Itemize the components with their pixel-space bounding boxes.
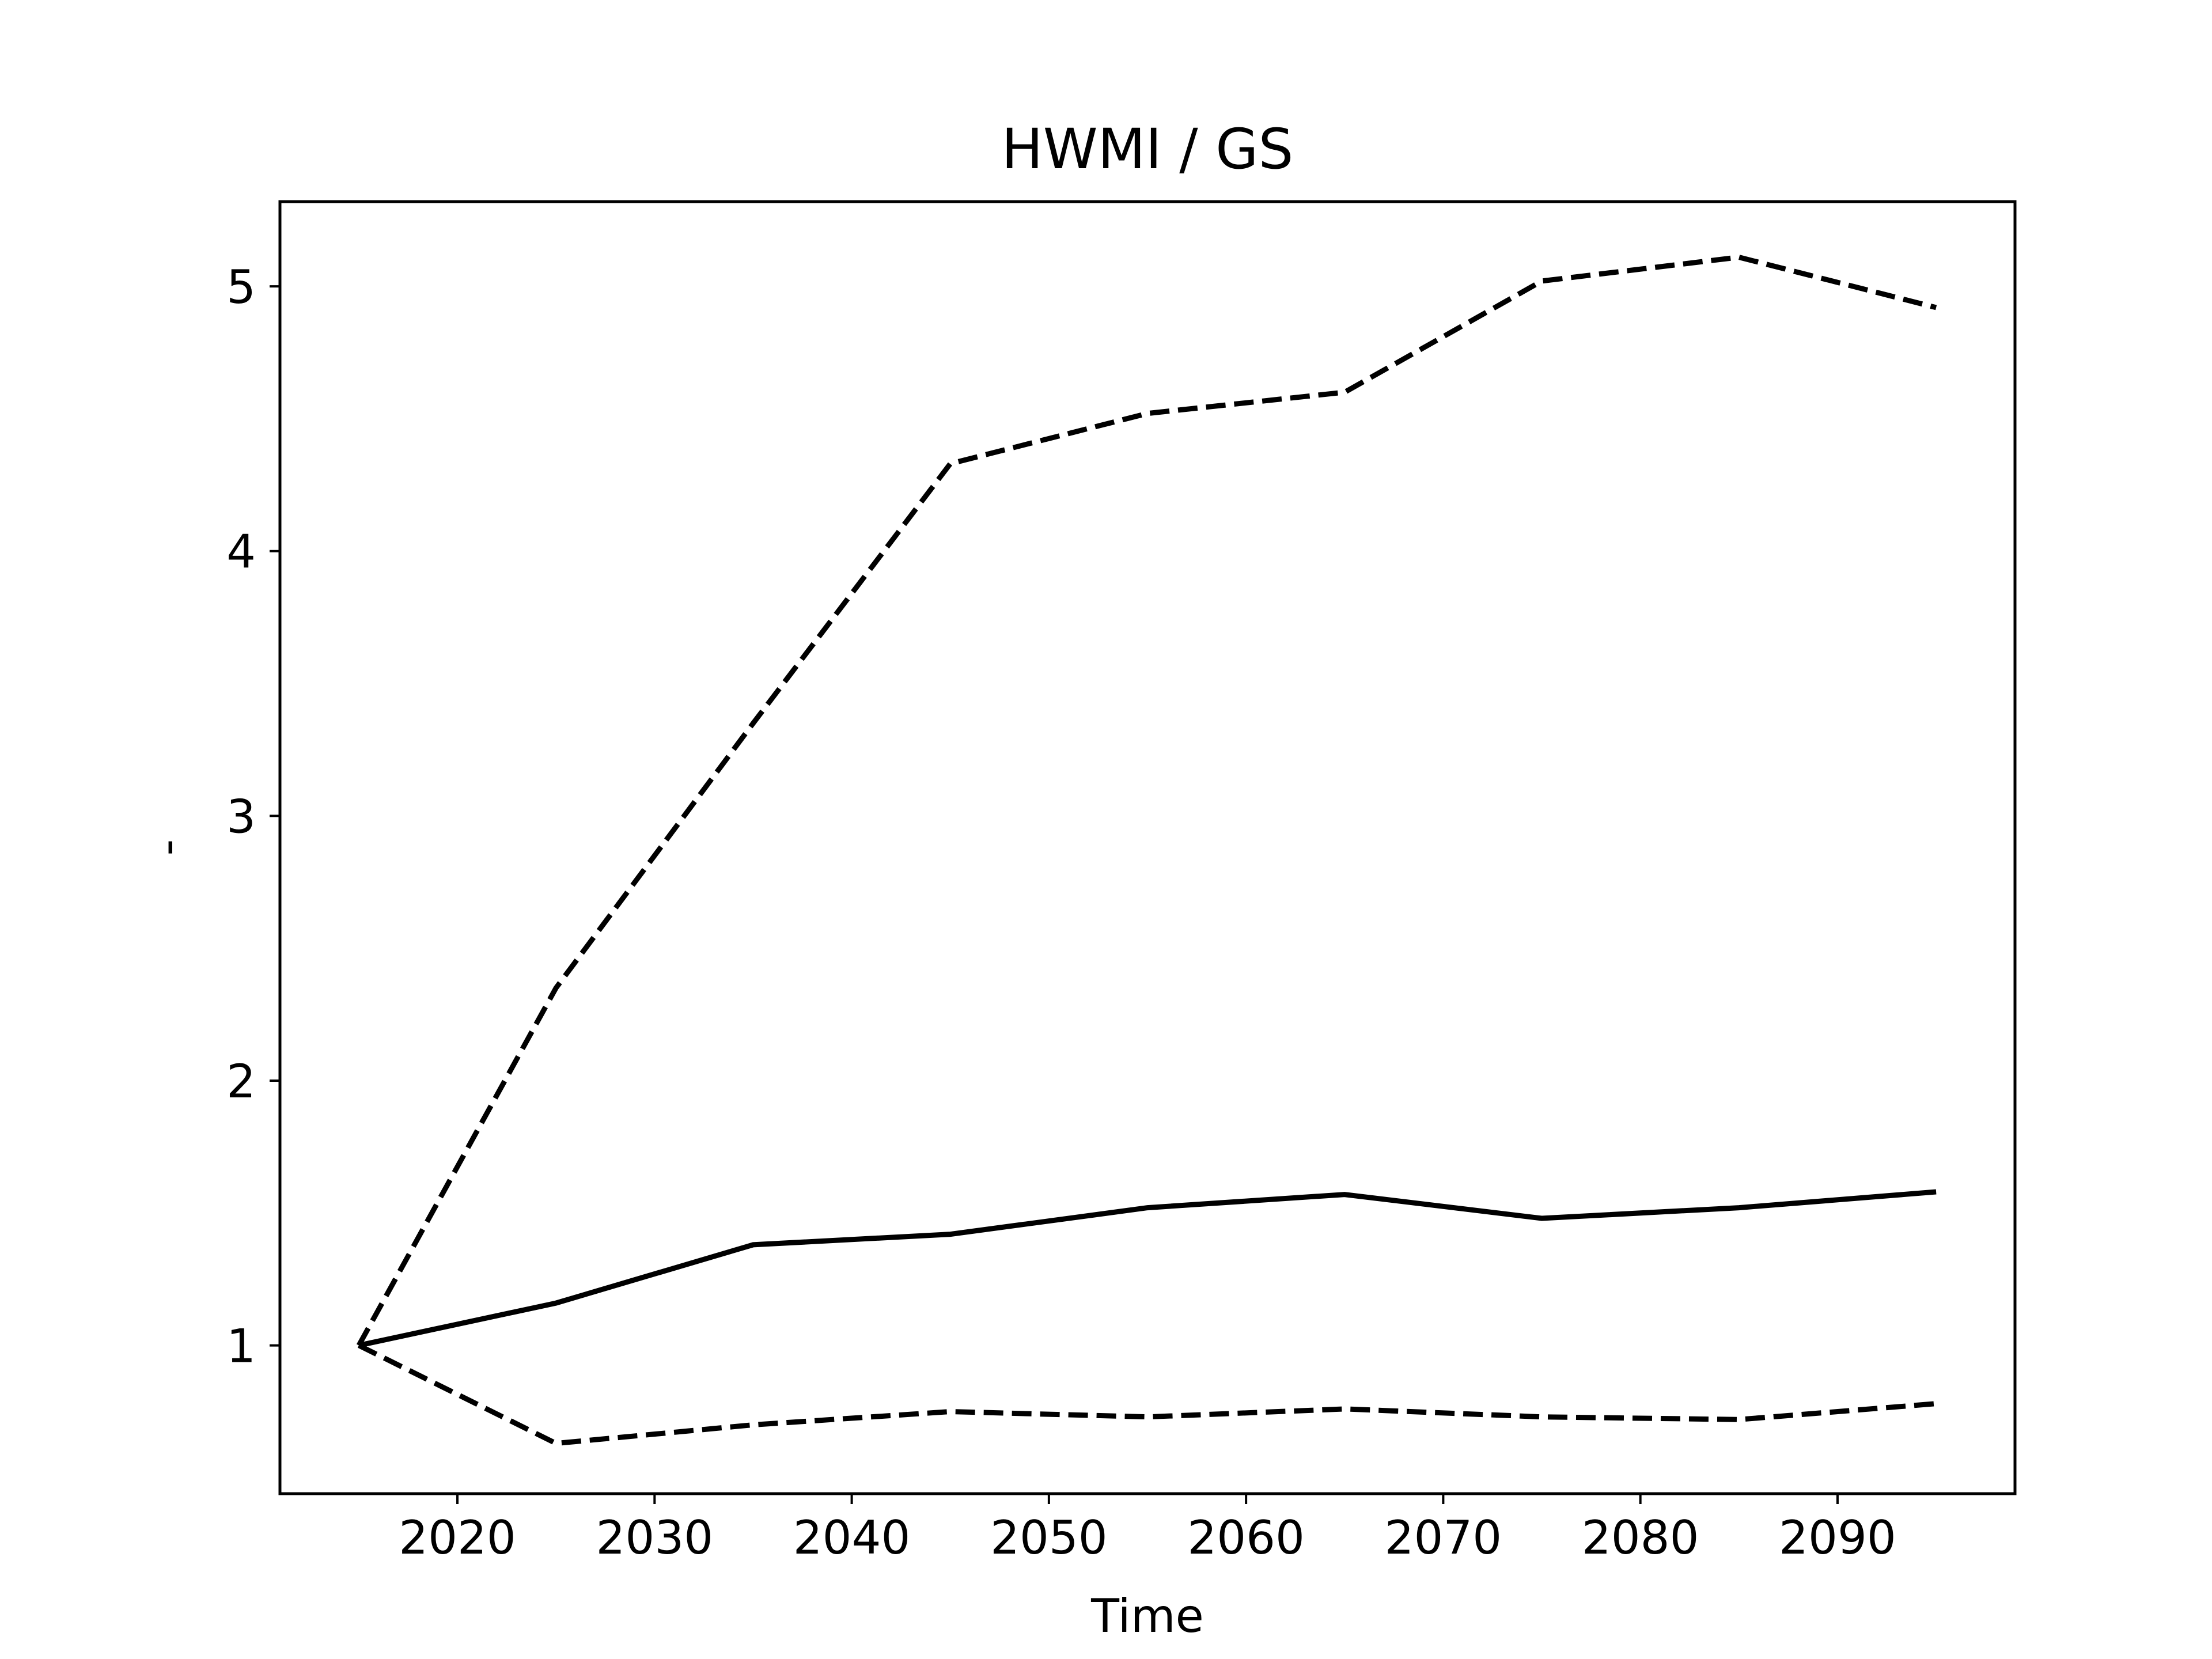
y-tick-label: 2 <box>226 1055 256 1108</box>
x-tick-label: 2040 <box>793 1511 911 1565</box>
x-tick-label: 2030 <box>596 1511 714 1565</box>
chart-title: HWMI / GS <box>1002 117 1294 181</box>
x-tick-label: 2020 <box>399 1511 516 1565</box>
x-tick-label: 2090 <box>1779 1511 1896 1565</box>
y-tick-label: 5 <box>226 260 256 314</box>
plot-frame <box>278 200 2017 1495</box>
series-line-2-dashed <box>356 254 1937 1347</box>
x-tick-label: 2060 <box>1187 1511 1305 1565</box>
y-tick-label: 4 <box>226 525 256 579</box>
series-line-3-dashed <box>357 1343 1937 1446</box>
y-axis-label: - <box>141 839 194 856</box>
x-tick-label: 2080 <box>1582 1511 1699 1565</box>
series-line-1-solid <box>358 1189 1937 1348</box>
y-tick-label: 1 <box>226 1320 256 1373</box>
x-tick-label: 2050 <box>990 1511 1108 1565</box>
x-tick-label: 2070 <box>1385 1511 1502 1565</box>
x-axis: 2020 2030 2040 2050 2060 2070 2080 2090 <box>399 1494 1896 1565</box>
series-layer <box>356 254 1937 1446</box>
y-axis: 1 2 3 4 5 <box>226 260 280 1373</box>
y-tick-label: 3 <box>226 790 256 843</box>
x-axis-label: Time <box>1090 1589 1204 1643</box>
